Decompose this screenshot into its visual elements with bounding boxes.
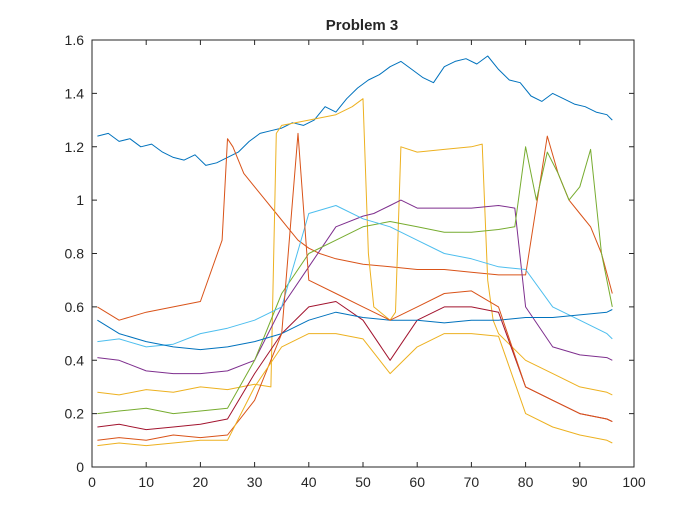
y-tick-label: 1.6	[65, 32, 85, 48]
series-line-4	[97, 199, 613, 375]
y-tick-label: 1	[76, 192, 84, 208]
x-tick-label: 80	[518, 474, 534, 490]
plot-area	[97, 55, 613, 447]
series-line-3	[97, 98, 613, 396]
chart-title: Problem 3	[326, 17, 399, 34]
series-line-9	[97, 132, 613, 441]
x-tick-label: 0	[88, 474, 96, 490]
x-tick-label: 70	[464, 474, 480, 490]
x-tick-label: 100	[622, 474, 646, 490]
x-tick-label: 50	[355, 474, 371, 490]
y-tick-label: 0.6	[65, 299, 85, 315]
x-tick-label: 30	[247, 474, 263, 490]
series-line-1	[97, 55, 613, 166]
x-tick-label: 20	[193, 474, 209, 490]
series-line-5	[97, 146, 613, 415]
y-tick-label: 0.4	[65, 352, 85, 368]
y-tick-label: 1.4	[65, 85, 85, 101]
axes: 0 10 20 30 40 50 60 70 80 90 100 0 0.2 0.4 0.6 0.8 1 1.2 1…	[65, 32, 646, 490]
x-tick-label: 60	[409, 474, 425, 490]
series-line-10	[97, 333, 613, 447]
y-tick-label: 0.8	[65, 246, 85, 262]
x-tick-label: 40	[301, 474, 317, 490]
x-tick-label: 10	[138, 474, 154, 490]
series-line-8	[97, 309, 613, 351]
x-tick-label: 90	[572, 474, 588, 490]
series-line-6	[97, 205, 613, 348]
y-tick-label: 0.2	[65, 406, 85, 422]
y-tick-label: 0	[76, 459, 84, 475]
y-tick-label: 1.2	[65, 139, 85, 155]
